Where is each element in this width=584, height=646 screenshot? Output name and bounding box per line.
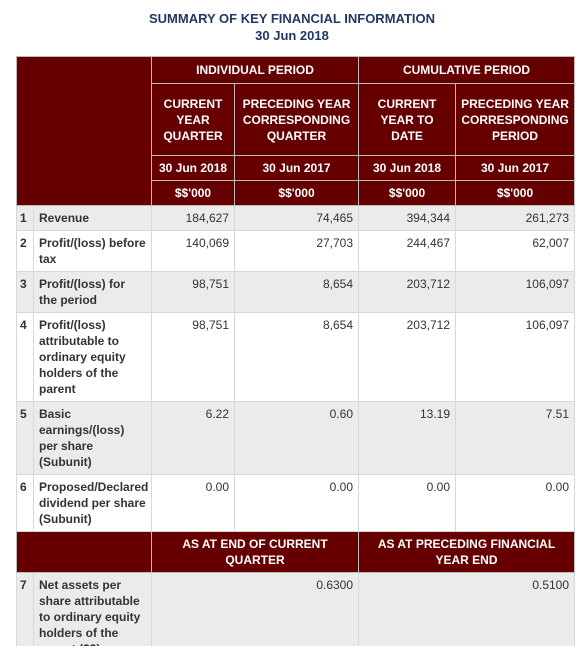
value-cell: 7.51 [455, 401, 576, 475]
table-row: AS AT END OF CURRENT QUARTER AS AT PRECED… [16, 531, 576, 573]
unit-header: $$'000 [233, 180, 360, 206]
value-cell: 261,273 [455, 205, 576, 231]
group-header: CUMULATIVE PERIOD [358, 56, 576, 84]
row-label: Proposed/Declared dividend per share (Su… [33, 474, 152, 532]
row-label: Net assets per share attributable to ord… [33, 572, 152, 646]
table-row: 3 Profit/(loss) for the period 98,751 8,654… [16, 271, 576, 313]
row-number: 7 [16, 572, 34, 646]
value-cell: 0.60 [233, 401, 360, 475]
value-cell: 394,344 [358, 205, 457, 231]
value-cell: 244,467 [358, 230, 457, 272]
value-cell: 74,465 [233, 205, 360, 231]
value-cell: 0.5100 [358, 572, 576, 646]
title: SUMMARY OF KEY FINANCIAL INFORMATION [149, 11, 435, 26]
column-header: CURRENT YEAR TO DATE [358, 83, 457, 156]
row-number: 6 [16, 474, 34, 532]
date-header: 30 Jun 2018 [358, 155, 457, 181]
group-header: INDIVIDUAL PERIOD [150, 56, 360, 84]
column-header: PRECEDING YEAR CORRESPONDING PERIOD [455, 83, 576, 156]
row-label: Profit/(loss) before tax [33, 230, 152, 272]
row-number: 5 [16, 401, 34, 475]
position-header: AS AT PRECEDING FINANCIAL YEAR END [358, 531, 576, 573]
value-cell: 13.19 [358, 401, 457, 475]
column-header: CURRENT YEAR QUARTER [151, 83, 235, 156]
value-cell: 106,097 [455, 312, 576, 402]
position-header: AS AT END OF CURRENT QUARTER [150, 531, 360, 573]
value-cell: 203,712 [358, 271, 457, 313]
row-number: 2 [16, 230, 34, 272]
date-header: 30 Jun 2017 [455, 155, 576, 181]
date-header: 30 Jun 2017 [233, 155, 360, 181]
value-cell: 106,097 [455, 271, 576, 313]
table-row: 4 Profit/(loss) attributable to ordinary … [16, 312, 576, 402]
unit-header: $$'000 [151, 180, 235, 206]
value-cell: 0.00 [358, 474, 457, 532]
table-row: 2 Profit/(loss) before tax 140,069 27,703 24… [16, 230, 576, 272]
row-label: Revenue [33, 205, 152, 231]
row-number: 4 [16, 312, 34, 402]
value-cell: 0.00 [455, 474, 576, 532]
value-cell: 140,069 [151, 230, 235, 272]
value-cell: 0.00 [233, 474, 360, 532]
value-cell: 62,007 [455, 230, 576, 272]
column-header: PRECEDING YEAR CORRESPONDING QUARTER [233, 83, 360, 156]
table-row: 6 Proposed/Declared dividend per share (S… [16, 474, 576, 532]
row-label: Basic earnings/(loss) per share (Subunit… [33, 401, 152, 475]
table-row: 7 Net assets per share attributable to or… [16, 572, 576, 646]
table-row: $$'000 $$'000 $$'000 $$'000 [17, 180, 576, 206]
row-number: 3 [16, 271, 34, 313]
value-cell: 8,654 [233, 271, 360, 313]
table-row: 1 Revenue 184,627 74,465 394,344 261,273 [16, 205, 576, 231]
row-label: Profit/(loss) attributable to ordinary e… [33, 312, 152, 402]
date-header: 30 Jun 2018 [151, 155, 235, 181]
unit-header: $$'000 [358, 180, 457, 206]
value-cell: 8,654 [233, 312, 360, 402]
header: SUMMARY OF KEY FINANCIAL INFORMATION 30 … [0, 0, 584, 56]
value-cell: 203,712 [358, 312, 457, 402]
value-cell: 0.6300 [150, 572, 360, 646]
row-label: Profit/(loss) for the period [33, 271, 152, 313]
value-cell: 98,751 [151, 271, 235, 313]
value-cell: 27,703 [233, 230, 360, 272]
corner-cell [16, 56, 152, 206]
table-row: CURRENT YEAR QUARTER PRECEDING YEAR CORRE… [17, 83, 576, 156]
table-row: 5 Basic earnings/(loss) per share (Subuni… [16, 401, 576, 475]
date: 30 Jun 2018 [255, 28, 329, 43]
value-cell: 6.22 [151, 401, 235, 475]
table-row: 30 Jun 2018 30 Jun 2017 30 Jun 2018 30 Jun … [17, 155, 576, 181]
value-cell: 98,751 [151, 312, 235, 402]
value-cell: 0.00 [151, 474, 235, 532]
financial-table: INDIVIDUAL PERIOD CUMULATIVE PERIOD CURREN… [16, 56, 576, 646]
value-cell: 184,627 [151, 205, 235, 231]
table-row: INDIVIDUAL PERIOD CUMULATIVE PERIOD [16, 56, 576, 206]
unit-header: $$'000 [455, 180, 576, 206]
corner-cell [16, 531, 152, 573]
row-number: 1 [16, 205, 34, 231]
